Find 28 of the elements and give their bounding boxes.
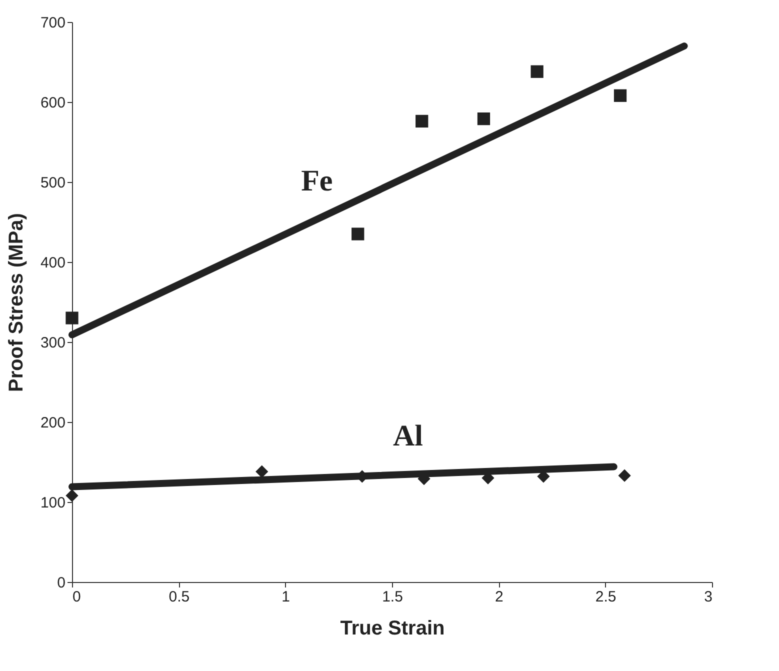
x-tick-label: 2 bbox=[494, 588, 504, 606]
y-tick-label: 400 bbox=[40, 254, 66, 272]
x-tick-label: 3 bbox=[704, 588, 712, 606]
y-axis-title: Proof Stress (MPa) bbox=[5, 213, 28, 392]
y-tick-label: 500 bbox=[40, 174, 66, 192]
y-tick-label: 0 bbox=[57, 574, 66, 592]
point bbox=[416, 114, 428, 128]
y-tick-label: 100 bbox=[40, 494, 66, 512]
point bbox=[66, 489, 78, 502]
point bbox=[352, 228, 364, 240]
point bbox=[618, 469, 631, 482]
point bbox=[530, 65, 544, 78]
point bbox=[66, 312, 78, 324]
series-label: Fe bbox=[301, 164, 333, 198]
y-tick-label: 200 bbox=[40, 414, 66, 432]
y-tick-label: 700 bbox=[40, 14, 66, 32]
point bbox=[477, 112, 490, 126]
point bbox=[614, 89, 627, 102]
x-axis-title: True Strain bbox=[340, 618, 445, 640]
point bbox=[256, 465, 268, 478]
x-tick-label: 0 bbox=[72, 588, 81, 606]
x-tick-label: 1 bbox=[282, 588, 290, 606]
y-tick-label: 300 bbox=[40, 334, 66, 352]
x-tick-label: 2.5 bbox=[595, 588, 616, 606]
y-tick-label: 600 bbox=[40, 94, 66, 112]
x-tick-label: 0.5 bbox=[168, 588, 190, 606]
x-tick-label: 1.5 bbox=[382, 588, 403, 606]
series-label: Al bbox=[392, 419, 423, 452]
